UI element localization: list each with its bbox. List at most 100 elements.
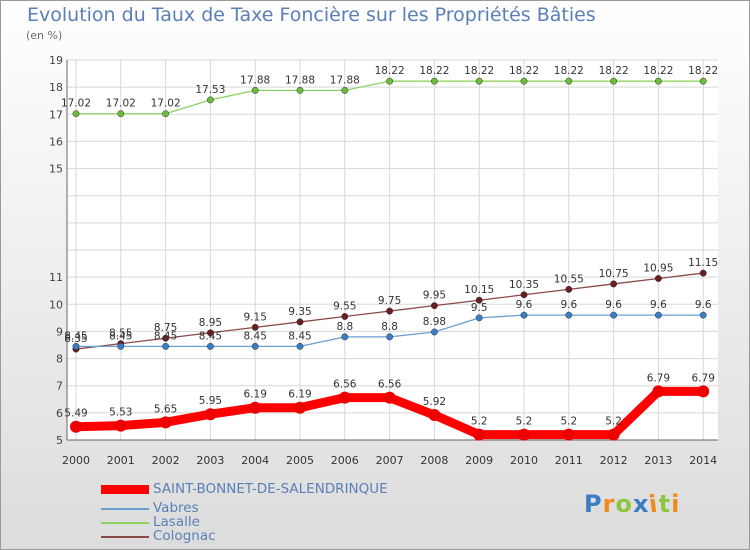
data-point-saint-bonnet-de-salendrinque: [473, 428, 486, 441]
data-label-lasalle: 17.02: [61, 98, 91, 110]
data-label-colognac: 11.15: [688, 257, 718, 269]
x-tick-label: 2009: [465, 454, 493, 467]
data-point-lasalle: [520, 77, 528, 85]
data-point-vabres: [296, 342, 304, 350]
proxiti-logo: Proxiti: [584, 489, 681, 518]
data-point-lasalle: [386, 77, 394, 85]
data-point-saint-bonnet-de-salendrinque: [114, 419, 127, 432]
data-label-vabres: 8.45: [199, 330, 222, 342]
data-label-vabres: 8.45: [244, 330, 267, 342]
y-tick-label: 8: [56, 353, 63, 366]
data-label-lasalle: 18.22: [464, 65, 494, 77]
data-point-lasalle: [654, 77, 662, 85]
data-point-lasalle: [430, 77, 438, 85]
data-point-saint-bonnet-de-salendrinque: [518, 428, 530, 441]
x-tick-label: 2014: [689, 454, 717, 467]
data-label-colognac: 10.35: [509, 279, 539, 291]
data-point-vabres: [565, 311, 573, 319]
data-point-saint-bonnet-de-salendrinque: [383, 391, 396, 404]
data-point-lasalle: [117, 110, 125, 118]
y-tick-label: 19: [49, 54, 63, 67]
data-label-saint-bonnet-de-salendrinque: 6.19: [244, 389, 267, 401]
data-label-saint-bonnet-de-salendrinque: 5.53: [109, 407, 132, 419]
data-label-vabres: 8.45: [109, 330, 132, 342]
data-label-colognac: 9.35: [288, 306, 311, 318]
data-point-colognac: [654, 275, 662, 282]
data-point-lasalle: [475, 77, 483, 85]
data-point-saint-bonnet-de-salendrinque: [607, 428, 620, 441]
data-point-vabres: [206, 342, 214, 350]
data-point-saint-bonnet-de-salendrinque: [294, 401, 306, 414]
data-point-colognac: [475, 296, 483, 304]
data-label-lasalle: 18.22: [419, 65, 449, 77]
data-point-lasalle: [565, 77, 573, 85]
data-label-saint-bonnet-de-salendrinque: 5.2: [605, 416, 622, 428]
y-tick-label: 15: [49, 163, 63, 176]
legend-swatch: [101, 508, 149, 510]
data-label-lasalle: 18.22: [375, 65, 405, 77]
x-tick-label: 2008: [420, 454, 448, 467]
data-point-vabres: [72, 342, 80, 350]
data-point-saint-bonnet-de-salendrinque: [562, 428, 575, 441]
data-point-saint-bonnet-de-salendrinque: [428, 409, 441, 422]
data-label-colognac: 8.75: [154, 322, 177, 334]
data-label-lasalle: 17.88: [240, 74, 270, 86]
data-point-colognac: [162, 334, 170, 342]
data-label-saint-bonnet-de-salendrinque: 5.92: [423, 396, 446, 408]
data-point-saint-bonnet-de-salendrinque: [697, 385, 710, 398]
data-point-colognac: [251, 323, 259, 331]
data-point-colognac: [341, 313, 349, 320]
legend-label: SAINT-BONNET-DE-SALENDRINQUE: [153, 481, 388, 497]
data-point-vabres: [699, 311, 707, 319]
logo-letter: o: [615, 490, 633, 518]
data-label-saint-bonnet-de-salendrinque: 6.56: [378, 379, 402, 391]
x-tick-label: 2010: [510, 454, 538, 467]
data-label-vabres: 9.6: [605, 299, 622, 311]
data-label-colognac: 9.55: [333, 301, 356, 313]
data-label-vabres: 8.45: [64, 330, 87, 342]
data-point-vabres: [341, 333, 349, 341]
data-point-colognac: [565, 285, 573, 293]
y-tick-label: 5: [56, 434, 63, 447]
chart-title: Evolution du Taux de Taxe Foncière sur l…: [27, 4, 596, 26]
data-point-colognac: [206, 329, 214, 337]
data-label-vabres: 8.98: [423, 316, 446, 328]
data-label-vabres: 9.6: [516, 299, 533, 311]
data-label-saint-bonnet-de-salendrinque: 6.79: [692, 372, 715, 384]
logo-letter: i: [671, 490, 681, 518]
y-tick-label: 6: [56, 407, 63, 420]
data-label-vabres: 9.6: [560, 299, 577, 311]
data-point-saint-bonnet-de-salendrinque: [338, 391, 351, 404]
data-point-colognac: [386, 307, 394, 315]
data-point-saint-bonnet-de-salendrinque: [70, 420, 82, 433]
data-point-colognac: [296, 318, 304, 326]
data-point-vabres: [610, 311, 618, 319]
data-point-vabres: [654, 311, 662, 319]
data-label-saint-bonnet-de-salendrinque: 5.49: [64, 408, 87, 420]
x-tick-label: 2011: [555, 454, 583, 467]
data-point-saint-bonnet-de-salendrinque: [652, 385, 665, 398]
data-label-saint-bonnet-de-salendrinque: 6.19: [288, 389, 311, 401]
legend-label: Lasalle: [153, 514, 200, 530]
data-label-vabres: 9.6: [650, 299, 667, 311]
data-label-lasalle: 17.02: [106, 98, 136, 110]
x-tick-label: 2004: [241, 454, 269, 467]
data-point-lasalle: [206, 96, 214, 104]
logo-letter: t: [658, 490, 672, 518]
data-label-colognac: 8.55: [109, 328, 132, 340]
data-label-saint-bonnet-de-salendrinque: 5.2: [516, 416, 533, 428]
y-tick-label: 17: [49, 108, 63, 121]
data-label-colognac: 10.75: [599, 268, 629, 280]
x-tick-label: 2007: [376, 454, 404, 467]
x-tick-label: 2012: [600, 454, 628, 467]
data-label-colognac: 10.95: [643, 263, 673, 275]
y-tick-label: 9: [56, 325, 63, 338]
data-label-vabres: 9.5: [471, 302, 488, 314]
x-tick-label: 2006: [331, 454, 359, 467]
data-point-saint-bonnet-de-salendrinque: [159, 416, 172, 429]
data-point-vabres: [520, 311, 528, 319]
data-point-lasalle: [341, 86, 349, 94]
data-label-saint-bonnet-de-salendrinque: 5.95: [199, 395, 222, 407]
data-label-vabres: 8.8: [336, 321, 353, 333]
